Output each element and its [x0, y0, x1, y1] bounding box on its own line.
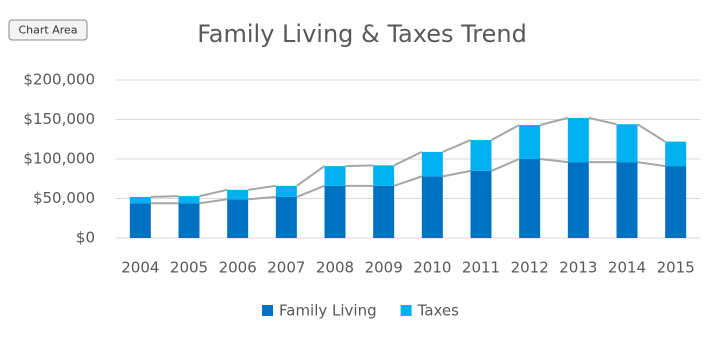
bar-segment — [275, 185, 297, 197]
x-tick-label: 2009 — [365, 259, 403, 277]
bar-segment — [519, 159, 541, 238]
x-tick-label: 2015 — [657, 259, 695, 277]
y-tick-label: $150,000 — [23, 110, 95, 128]
series-line — [248, 195, 276, 201]
series-line — [296, 184, 325, 198]
series-line — [539, 116, 569, 126]
legend-swatch — [262, 305, 273, 316]
bar-segment — [567, 162, 589, 238]
y-tick-label: $50,000 — [33, 189, 95, 207]
series-line — [248, 184, 276, 191]
tooltip: Chart Area — [18, 24, 77, 37]
bar-segment — [227, 199, 249, 238]
bar-segment — [567, 117, 589, 163]
y-tick-label: $100,000 — [23, 150, 95, 168]
series-line — [540, 158, 568, 164]
bar-segment — [665, 141, 687, 167]
y-tick-label: $0 — [76, 229, 95, 247]
bar-segment — [421, 151, 443, 177]
x-tick-label: 2013 — [559, 259, 597, 277]
series-line — [637, 161, 666, 168]
x-tick-label: 2014 — [608, 259, 646, 277]
series-line — [393, 175, 423, 187]
bar-segment — [616, 124, 638, 163]
legend-label: Taxes — [417, 302, 460, 320]
legend-swatch — [400, 305, 412, 316]
legend-label: Family Living — [279, 302, 377, 320]
series-line — [588, 116, 617, 126]
series-line — [393, 150, 423, 167]
bar-segment — [373, 165, 395, 186]
bar-segment — [178, 203, 200, 238]
x-tick-label: 2011 — [462, 259, 500, 277]
x-tick-label: 2007 — [267, 259, 305, 277]
bar-segment — [519, 125, 541, 159]
x-tick-label: 2010 — [413, 259, 451, 277]
x-tick-label: 2008 — [316, 259, 354, 277]
x-tick-label: 2005 — [170, 259, 208, 277]
bar-segment — [421, 176, 443, 238]
bar-segment — [178, 196, 200, 204]
x-tick-label: 2006 — [219, 259, 257, 277]
series-line — [150, 195, 179, 198]
bar-segment — [616, 162, 638, 238]
x-tick-label: 2012 — [511, 259, 549, 277]
series-line — [442, 169, 471, 178]
tooltip-box — [8, 19, 88, 41]
bar-segment — [373, 185, 395, 238]
bar-segment — [665, 166, 687, 238]
series-line — [199, 198, 228, 205]
series-line — [636, 123, 666, 143]
series-line — [442, 139, 471, 153]
bar-segment — [227, 189, 249, 200]
series-line — [296, 165, 326, 187]
bar-segment — [129, 203, 151, 238]
series-line — [491, 124, 520, 141]
bar-segment — [129, 196, 151, 204]
series-line — [345, 164, 374, 168]
y-tick-label: $200,000 — [23, 71, 95, 89]
bar-segment — [470, 170, 492, 238]
bar-segment — [324, 185, 346, 238]
x-tick-label: 2004 — [121, 259, 159, 277]
bar-segment — [470, 140, 492, 171]
bar-segment — [324, 166, 346, 186]
series-line — [199, 188, 228, 198]
chart-title: Family Living & Taxes Trend — [197, 20, 527, 48]
bar-segment — [275, 196, 297, 238]
series-line — [491, 158, 520, 172]
